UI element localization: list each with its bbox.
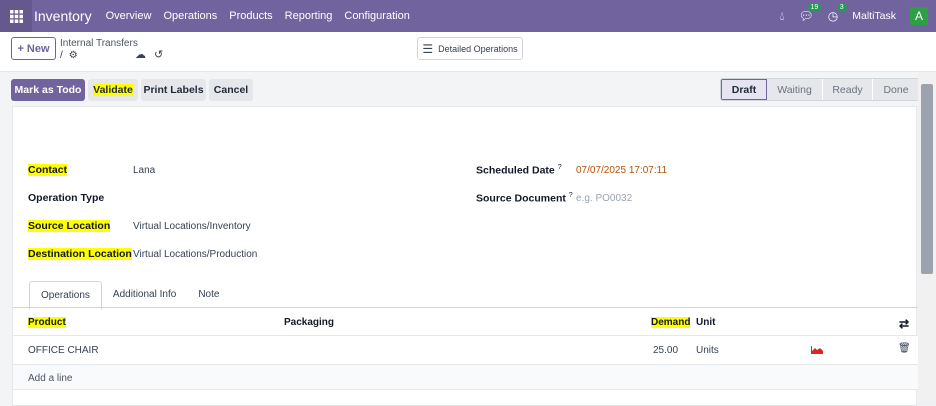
new-button[interactable]: + New	[11, 37, 56, 60]
menu-products[interactable]: Products	[229, 10, 273, 22]
breadcrumb-separator: /	[60, 50, 63, 61]
add-line-link[interactable]: Add a line	[28, 373, 73, 384]
new-label: New	[26, 42, 50, 55]
scrollbar-thumb[interactable]	[921, 84, 933, 274]
optional-columns-icon[interactable]: ⇄	[899, 317, 910, 331]
column-packaging[interactable]: Packaging	[284, 317, 335, 328]
source-document-field[interactable]: e.g. PO0032	[576, 193, 633, 204]
company-switcher[interactable]: MaltiTask	[852, 10, 896, 22]
status-bar: Draft Waiting Ready Done	[720, 78, 920, 101]
source-document-label: Source Document ?	[476, 192, 573, 205]
validate-label: Validate	[93, 84, 133, 96]
add-line-row: Add a line	[13, 364, 918, 390]
apps-menu-icon[interactable]	[0, 0, 32, 32]
status-ready[interactable]: Ready	[823, 79, 873, 100]
column-product[interactable]: Product	[28, 317, 66, 328]
list-icon: ☰	[422, 41, 434, 56]
operation-type-field[interactable]	[133, 192, 333, 204]
destination-location-label: Destination Location	[28, 248, 132, 260]
menu-overview[interactable]: Overview	[105, 10, 152, 22]
status-draft[interactable]: Draft	[721, 79, 767, 100]
source-location-label: Source Location	[28, 220, 111, 232]
discard-undo-icon[interactable]: ↺	[154, 49, 164, 61]
menu-operations[interactable]: Operations	[163, 10, 218, 22]
scheduled-date-label: Scheduled Date ?	[476, 164, 562, 177]
unit-cell[interactable]: Units	[696, 345, 719, 356]
breadcrumb-internal-transfers[interactable]: Internal Transfers	[60, 38, 138, 49]
table-row[interactable]: OFFICE CHAIR 25.00 Units 🗑︎	[13, 335, 918, 364]
menu-reporting[interactable]: Reporting	[284, 10, 333, 22]
tab-additional-info[interactable]: Additional Info	[112, 289, 177, 300]
destination-location-field[interactable]: Virtual Locations/Production	[133, 249, 258, 260]
status-waiting[interactable]: Waiting	[767, 79, 823, 100]
detailed-operations-button[interactable]: ☰ Detailed Operations	[417, 37, 523, 60]
menu-configuration[interactable]: Configuration	[344, 10, 410, 22]
contact-field[interactable]: Lana	[133, 165, 156, 176]
user-avatar[interactable]: A	[910, 7, 928, 25]
cloud-save-icon[interactable]: ☁	[135, 49, 146, 61]
cancel-button[interactable]: Cancel	[209, 79, 253, 101]
status-done[interactable]: Done	[883, 83, 909, 96]
tab-note[interactable]: Note	[198, 289, 220, 300]
activities-clock-icon[interactable]: ◷ 3	[828, 4, 847, 23]
source-location-field[interactable]: Virtual Locations/Inventory	[133, 221, 251, 232]
tabs-divider	[13, 307, 918, 308]
operation-type-label: Operation Type	[28, 192, 105, 204]
top-navbar: Inventory Overview Operations Products R…	[0, 0, 936, 32]
print-labels-button[interactable]: Print Labels	[141, 79, 206, 101]
plus-icon: +	[17, 42, 27, 55]
droplet-icon[interactable]: 💧︎	[779, 8, 785, 23]
validate-button[interactable]: Validate	[88, 79, 138, 101]
control-panel: + New Internal Transfers / ⚙ ☁ ↺ ☰ Detailed…	[0, 32, 936, 72]
gear-icon[interactable]: ⚙	[68, 50, 78, 61]
form-sheet: Contact Lana Operation Type Source Locat…	[12, 106, 918, 406]
messages-badge: 19	[807, 4, 822, 11]
messages-icon[interactable]: 💬︎ 19	[799, 4, 822, 23]
trash-icon[interactable]: 🗑︎	[898, 343, 911, 354]
contact-label: Contact	[28, 164, 68, 176]
mark-as-todo-button[interactable]: Mark as Todo	[11, 79, 85, 101]
column-demand[interactable]: Demand	[651, 317, 691, 328]
product-cell[interactable]: OFFICE CHAIR	[28, 345, 99, 356]
scheduled-date-field[interactable]: 07/07/2025 17:07:11	[576, 165, 668, 176]
column-unit[interactable]: Unit	[696, 317, 716, 328]
forecast-chart-icon[interactable]	[811, 345, 823, 357]
demand-cell[interactable]: 25.00	[653, 345, 679, 356]
activities-badge: 3	[836, 4, 847, 11]
detailed-operations-label: Detailed Operations	[438, 43, 518, 54]
tab-operations[interactable]: Operations	[29, 281, 102, 310]
app-title[interactable]: Inventory	[34, 8, 92, 24]
